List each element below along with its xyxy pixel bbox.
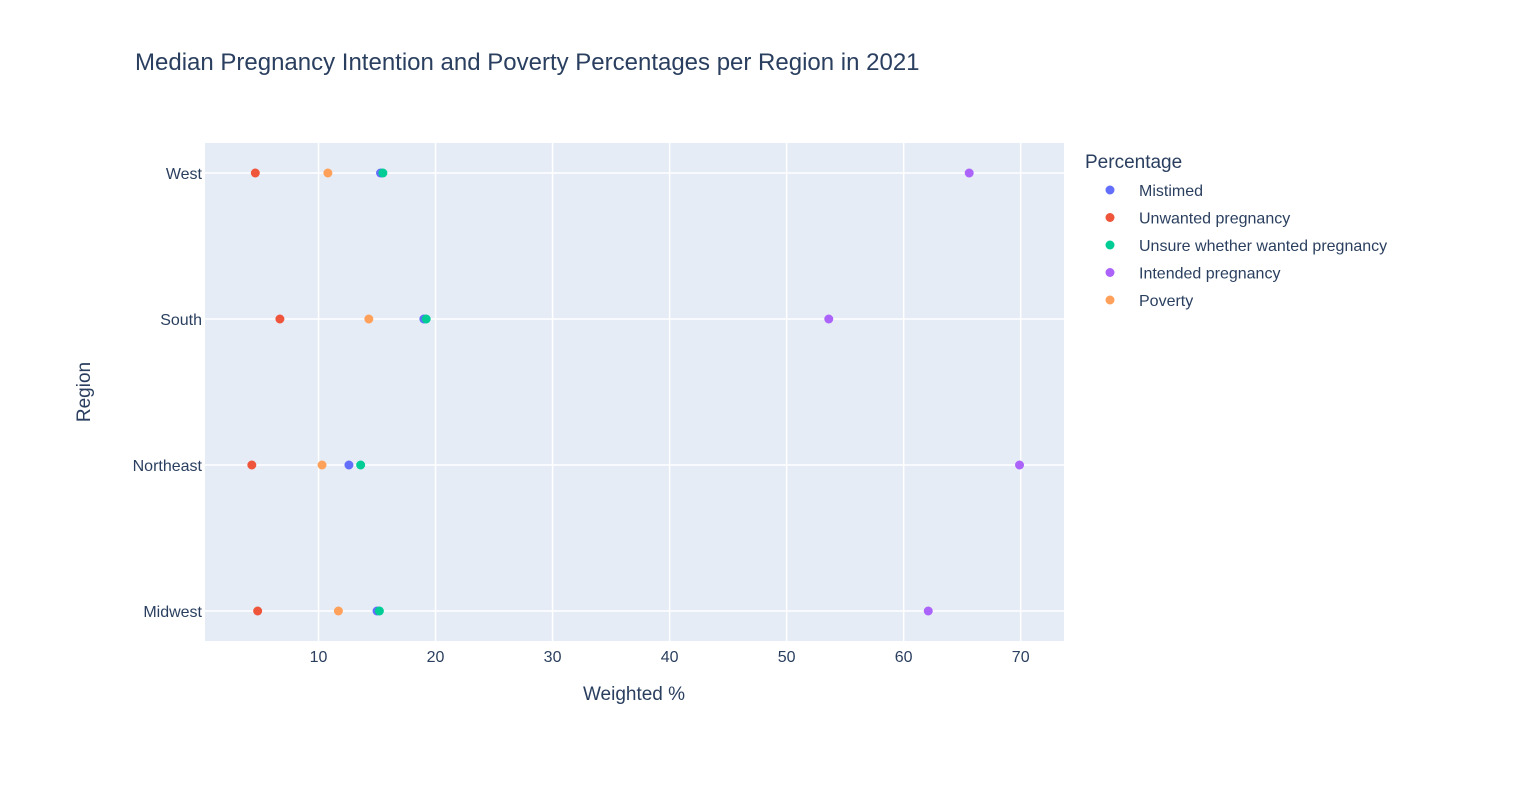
data-point[interactable] [356, 460, 366, 470]
legend: Percentage Mistimed Unwanted pregnancy Uns… [1085, 152, 1387, 310]
data-point[interactable] [364, 314, 374, 324]
x-tick-label: 30 [544, 649, 562, 666]
legend-item[interactable]: Unsure whether wanted pregnancy [1105, 238, 1388, 255]
series-3 [824, 168, 1025, 616]
x-tick-label: 70 [1012, 649, 1030, 666]
legend-marker [1105, 240, 1115, 250]
legend-marker [1105, 295, 1115, 305]
data-point[interactable] [421, 314, 431, 324]
gridlines [205, 143, 1064, 641]
y-axis-title: Region [74, 362, 95, 422]
data-points [247, 168, 1025, 616]
series-4 [317, 168, 374, 616]
data-point[interactable] [1015, 460, 1025, 470]
y-tick-label: West [166, 166, 203, 183]
x-tick-label: 40 [661, 649, 679, 666]
data-point[interactable] [323, 168, 333, 178]
series-2 [356, 168, 431, 616]
data-point[interactable] [378, 168, 388, 178]
chart-title: Median Pregnancy Intention and Poverty P… [135, 49, 920, 76]
x-tick-label: 10 [310, 649, 328, 666]
legend-marker [1105, 268, 1115, 277]
data-point[interactable] [333, 606, 343, 616]
data-point[interactable] [247, 460, 257, 470]
y-tick-label: Midwest [143, 604, 202, 621]
legend-item[interactable]: Mistimed [1105, 183, 1204, 200]
x-tick-labels: 10 20 30 40 50 60 70 [310, 649, 1030, 666]
x-tick-label: 20 [427, 649, 445, 666]
data-point[interactable] [275, 314, 285, 324]
x-axis-title: Weighted % [583, 684, 685, 705]
legend-title: Percentage [1085, 152, 1182, 173]
data-point[interactable] [253, 606, 263, 616]
x-tick-label: 60 [895, 649, 913, 666]
legend-item[interactable]: Unwanted pregnancy [1105, 211, 1291, 228]
legend-item[interactable]: Intended pregnancy [1105, 266, 1281, 283]
legend-marker [1105, 185, 1115, 195]
y-tick-label: South [160, 312, 202, 329]
data-point[interactable] [317, 460, 327, 470]
legend-label: Unwanted pregnancy [1139, 211, 1290, 228]
series-1 [247, 168, 285, 616]
data-point[interactable] [344, 460, 354, 470]
y-tick-labels: Midwest Northeast South West [133, 166, 203, 621]
legend-item[interactable]: Poverty [1105, 293, 1194, 310]
data-point[interactable] [250, 168, 260, 178]
x-tick-label: 50 [778, 649, 796, 666]
data-point[interactable] [374, 606, 384, 616]
legend-label: Intended pregnancy [1139, 266, 1280, 283]
legend-label: Unsure whether wanted pregnancy [1139, 238, 1387, 255]
data-point[interactable] [923, 606, 933, 616]
legend-label: Mistimed [1139, 183, 1203, 200]
legend-label: Poverty [1139, 293, 1193, 310]
data-point[interactable] [964, 168, 974, 178]
legend-marker [1105, 213, 1115, 222]
plot-area[interactable] [205, 143, 1064, 641]
data-point[interactable] [824, 314, 834, 324]
y-tick-label: Northeast [133, 458, 203, 475]
